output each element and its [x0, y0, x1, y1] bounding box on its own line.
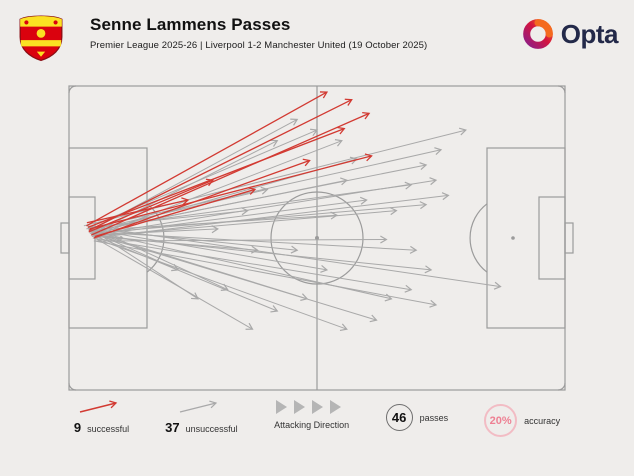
legend-passes: 46 passes	[385, 404, 449, 431]
pitch	[60, 85, 574, 391]
legend: 9 successful 37 unsuccessful Attacking D…	[0, 398, 634, 437]
legend-attacking-direction: Attacking Direction	[274, 398, 350, 430]
page-subtitle: Premier League 2025-26 | Liverpool 1-2 M…	[90, 39, 428, 51]
opta-wordmark: Opta	[560, 18, 619, 49]
unsuccessful-count: 37	[165, 420, 180, 435]
opta-ring-icon	[522, 19, 553, 49]
page-title: Senne Lammens Passes	[90, 15, 291, 34]
passes-label: passes	[419, 412, 449, 423]
attacking-direction-label: Attacking Direction	[274, 420, 350, 430]
legend-successful: 9 successful	[74, 398, 129, 435]
title-block: Senne Lammens Passes Premier League 2025…	[90, 12, 428, 51]
accuracy-label: accuracy	[524, 415, 561, 426]
successful-count: 9	[73, 420, 82, 435]
legend-accuracy: 20% accuracy	[484, 404, 560, 437]
header: Senne Lammens Passes Premier League 2025…	[18, 12, 619, 62]
unsuccessful-pass-arrow-icon	[180, 400, 218, 413]
accuracy-badge: 20%	[484, 404, 518, 437]
attacking-direction-arrows-icon	[275, 400, 341, 414]
successful-label: successful	[87, 424, 130, 434]
unsuccessful-label: unsuccessful	[185, 424, 238, 434]
pitch-markings	[60, 85, 574, 391]
pass-layer	[83, 91, 502, 332]
opta-logo: Opta	[522, 12, 619, 50]
legend-unsuccessful: 37 unsuccessful	[165, 398, 238, 435]
manchester-united-crest-icon	[19, 15, 63, 62]
passes-count-badge: 46	[385, 404, 413, 431]
successful-pass-arrow-icon	[80, 400, 118, 413]
